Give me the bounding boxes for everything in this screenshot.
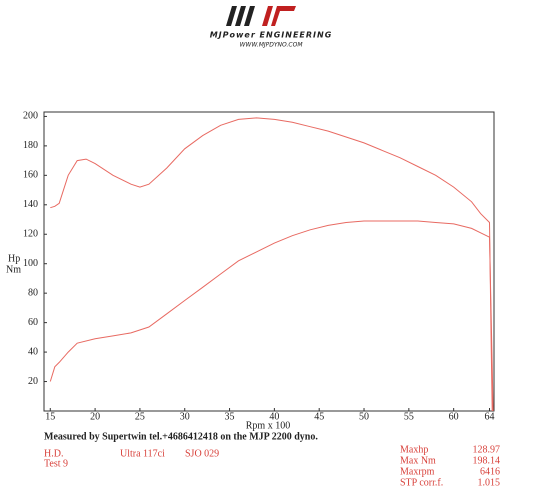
stat-value: 128.97 (473, 444, 501, 455)
stat-label: Max Nm (400, 455, 436, 466)
stat-label: STP corr.f. (400, 477, 443, 488)
curve (50, 117, 493, 412)
y-tick-label: 100 (23, 258, 38, 269)
y-tick-label: 80 (28, 287, 38, 298)
stat-value: 1.015 (478, 477, 501, 488)
y-tick-label: 180 (23, 140, 38, 151)
y-tick-label: 160 (23, 170, 38, 181)
note: Measured by Supertwin tel.+4686412418 on… (44, 431, 318, 442)
info: SJO 029 (185, 448, 219, 459)
stat-label: Maxrpm (400, 466, 435, 477)
y-tick-label: 60 (28, 317, 38, 328)
stat-label: Maxhp (400, 444, 428, 455)
y-tick-label: 120 (23, 229, 38, 240)
info: Test 9 (44, 458, 68, 469)
y-tick-label: 20 (28, 376, 38, 387)
x-tick-label: 25 (135, 411, 145, 422)
stat-value: 6416 (480, 466, 500, 477)
brand: MJPower ENGINEERING (210, 31, 333, 40)
x-tick-label: 40 (269, 411, 279, 422)
curve (49, 220, 494, 412)
website: WWW.MJPDYNO.COM (239, 42, 303, 49)
info: Ultra 117ci (120, 448, 165, 459)
y-tick-label: 140 (23, 199, 38, 210)
y-label: Hp (8, 253, 20, 264)
x-tick-label: 55 (404, 411, 414, 422)
x-tick-label: 30 (180, 411, 190, 422)
x-tick-label: 15 (45, 411, 55, 422)
x-tick-label: 35 (225, 411, 235, 422)
x-label: Rpm x 100 (246, 420, 290, 431)
logo (226, 6, 296, 26)
y-tick-label: 40 (28, 346, 38, 357)
x-tick-label: 60 (449, 411, 459, 422)
x-tick-label: 20 (90, 411, 100, 422)
x-tick-label: 50 (359, 411, 369, 422)
stat-value: 198.14 (473, 455, 501, 466)
y-tick-label: 200 (23, 111, 38, 122)
x-tick-label: 64 (485, 411, 495, 422)
plot-frame (43, 111, 495, 412)
x-tick-label: 45 (314, 411, 324, 422)
info: H.D. (44, 448, 63, 459)
y-label: Nm (6, 264, 21, 275)
